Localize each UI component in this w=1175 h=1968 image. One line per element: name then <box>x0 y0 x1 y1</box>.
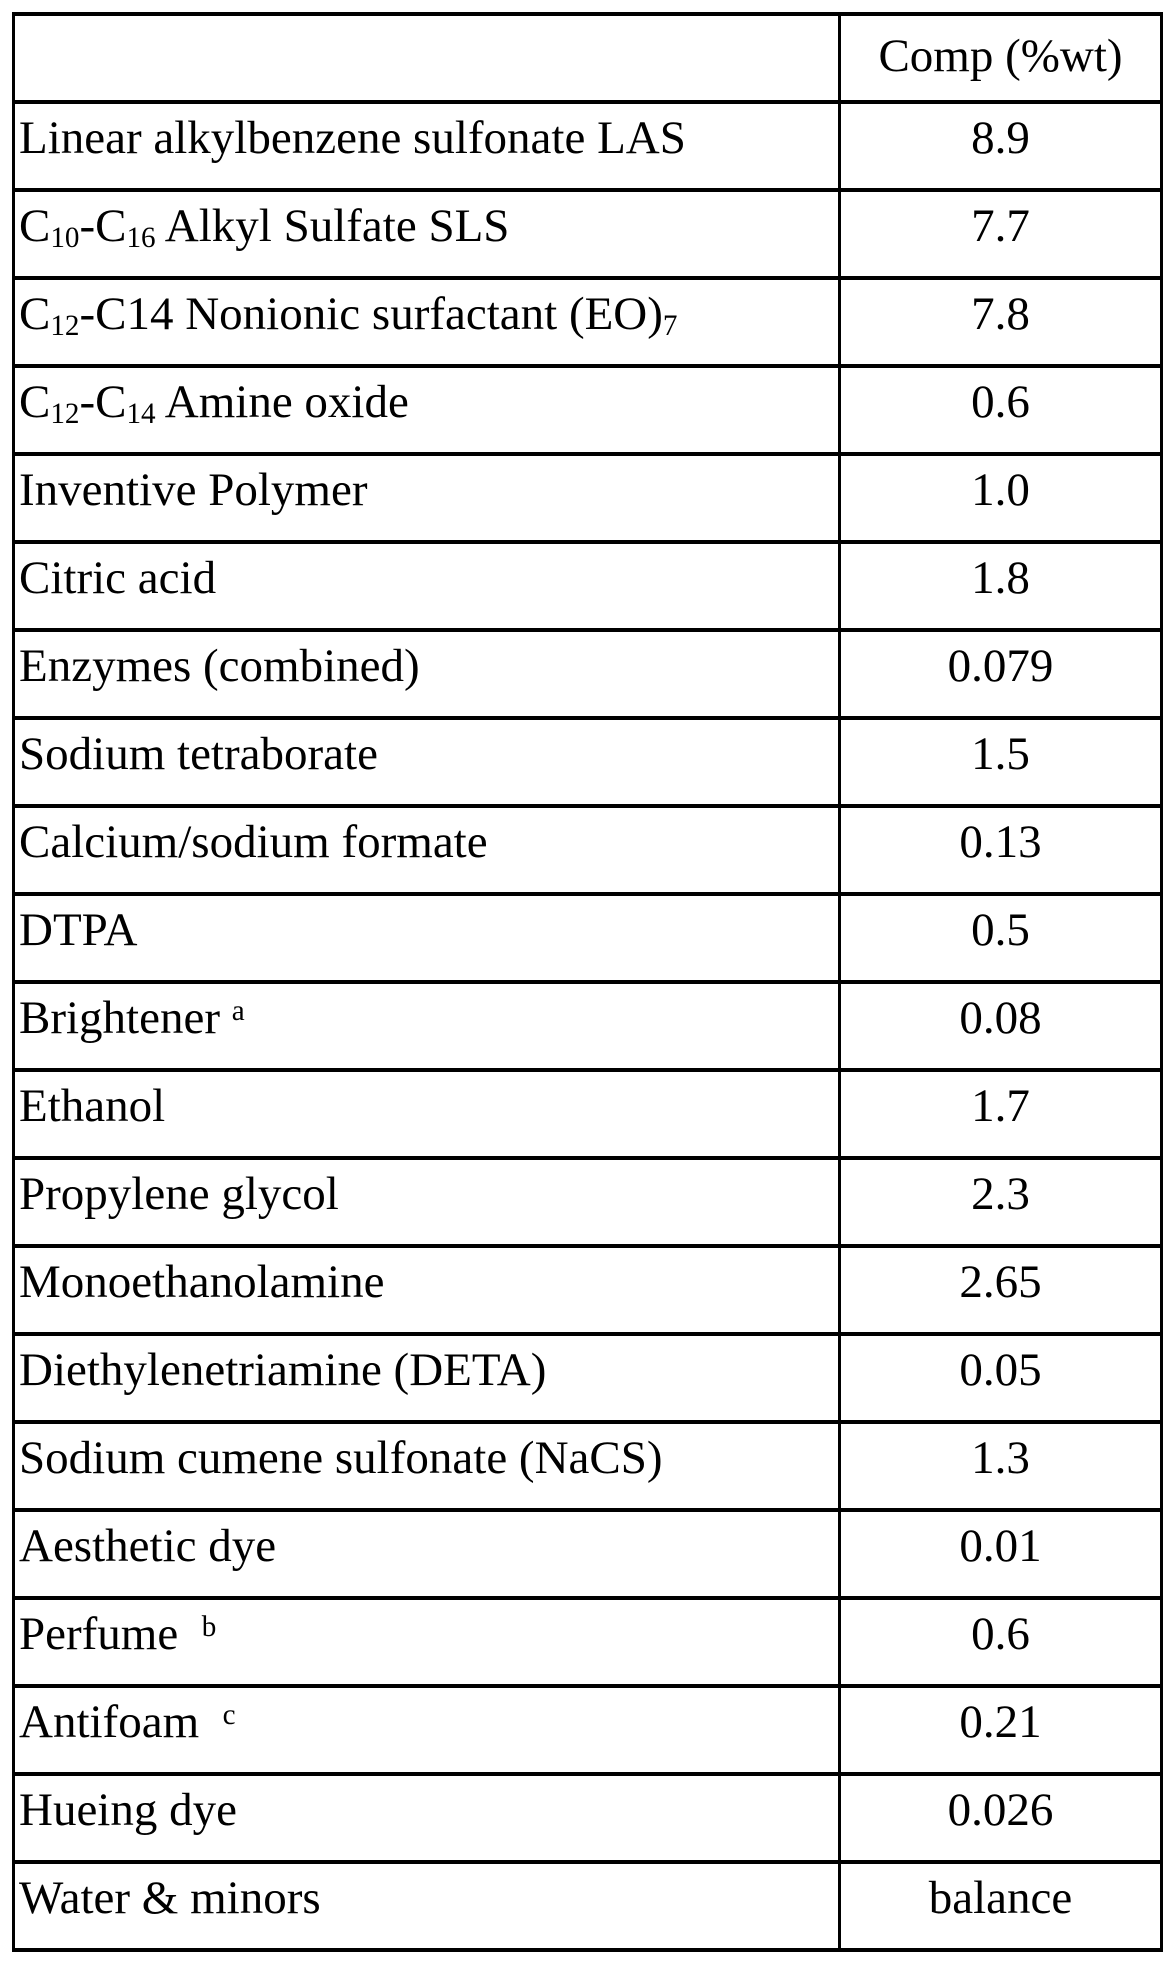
ingredient-name: Linear alkylbenzene sulfonate LAS <box>12 100 841 192</box>
ingredient-value: 0.08 <box>838 980 1163 1072</box>
ingredient-value: 0.079 <box>838 628 1163 720</box>
ingredient-name: Enzymes (combined) <box>12 628 841 720</box>
ingredient-name: C10-C16 Alkyl Sulfate SLS <box>12 188 841 280</box>
ingredient-name: Diethylenetriamine (DETA) <box>12 1332 841 1424</box>
ingredient-name: Perfume b <box>12 1596 841 1688</box>
ingredient-value: 8.9 <box>838 100 1163 192</box>
ingredient-value: 1.8 <box>838 540 1163 632</box>
table-row: Diethylenetriamine (DETA) 0.05 <box>12 1332 1163 1424</box>
table-row: Ethanol 1.7 <box>12 1068 1163 1160</box>
ingredient-value: 7.7 <box>838 188 1163 280</box>
table-row: Propylene glycol 2.3 <box>12 1156 1163 1248</box>
ingredient-name: C12-C14 Nonionic surfactant (EO)7 <box>12 276 841 368</box>
ingredient-name: C12-C14 Amine oxide <box>12 364 841 456</box>
ingredient-name: Citric acid <box>12 540 841 632</box>
table-row: Citric acid 1.8 <box>12 540 1163 632</box>
ingredient-value: 0.026 <box>838 1772 1163 1864</box>
comp-header-cell: Comp (%wt) <box>838 12 1163 104</box>
ingredient-name: Hueing dye <box>12 1772 841 1864</box>
ingredient-value: 0.01 <box>838 1508 1163 1600</box>
ingredient-value: 1.7 <box>838 1068 1163 1160</box>
ingredient-name: Water & minors <box>12 1860 841 1952</box>
table-row: DTPA 0.5 <box>12 892 1163 984</box>
table-row: Hueing dye 0.026 <box>12 1772 1163 1864</box>
table-row: C12-C14 Amine oxide 0.6 <box>12 364 1163 456</box>
ingredient-name: Monoethanolamine <box>12 1244 841 1336</box>
table-row: Calcium/sodium formate 0.13 <box>12 804 1163 896</box>
ingredient-name: Ethanol <box>12 1068 841 1160</box>
table-row: Sodium cumene sulfonate (NaCS) 1.3 <box>12 1420 1163 1512</box>
ingredient-name: Aesthetic dye <box>12 1508 841 1600</box>
ingredient-name: Antifoam c <box>12 1684 841 1776</box>
table-row: Perfume b 0.6 <box>12 1596 1163 1688</box>
table-row: Brightener a 0.08 <box>12 980 1163 1072</box>
table-row: Inventive Polymer 1.0 <box>12 452 1163 544</box>
table-row: C12-C14 Nonionic surfactant (EO)7 7.8 <box>12 276 1163 368</box>
ingredient-value: 0.21 <box>838 1684 1163 1776</box>
ingredient-value: 1.5 <box>838 716 1163 808</box>
table-header-row: Comp (%wt) <box>12 12 1163 104</box>
ingredient-value: 2.65 <box>838 1244 1163 1336</box>
table-row: Water & minors balance <box>12 1860 1163 1952</box>
ingredient-name: Calcium/sodium formate <box>12 804 841 896</box>
table-row: Enzymes (combined) 0.079 <box>12 628 1163 720</box>
table-row: C10-C16 Alkyl Sulfate SLS 7.7 <box>12 188 1163 280</box>
table-row: Linear alkylbenzene sulfonate LAS 8.9 <box>12 100 1163 192</box>
ingredient-value: 0.5 <box>838 892 1163 984</box>
ingredient-name: Sodium cumene sulfonate (NaCS) <box>12 1420 841 1512</box>
ingredient-header-cell <box>12 12 841 104</box>
table-row: Sodium tetraborate 1.5 <box>12 716 1163 808</box>
ingredient-name: Sodium tetraborate <box>12 716 841 808</box>
ingredient-name: Propylene glycol <box>12 1156 841 1248</box>
table-row: Antifoam c 0.21 <box>12 1684 1163 1776</box>
ingredient-value: 0.13 <box>838 804 1163 896</box>
table-row: Aesthetic dye 0.01 <box>12 1508 1163 1600</box>
ingredient-value: 1.3 <box>838 1420 1163 1512</box>
ingredient-value: 1.0 <box>838 452 1163 544</box>
ingredient-name: DTPA <box>12 892 841 984</box>
composition-table: Comp (%wt) Linear alkylbenzene sulfonate… <box>12 12 1163 1952</box>
ingredient-value: 2.3 <box>838 1156 1163 1248</box>
ingredient-value: balance <box>838 1860 1163 1952</box>
table-row: Monoethanolamine 2.65 <box>12 1244 1163 1336</box>
ingredient-name: Brightener a <box>12 980 841 1072</box>
ingredient-value: 0.6 <box>838 1596 1163 1688</box>
ingredient-table-body: Linear alkylbenzene sulfonate LAS 8.9 C10-… <box>12 100 1163 1952</box>
ingredient-name: Inventive Polymer <box>12 452 841 544</box>
ingredient-value: 0.05 <box>838 1332 1163 1424</box>
ingredient-value: 0.6 <box>838 364 1163 456</box>
ingredient-value: 7.8 <box>838 276 1163 368</box>
